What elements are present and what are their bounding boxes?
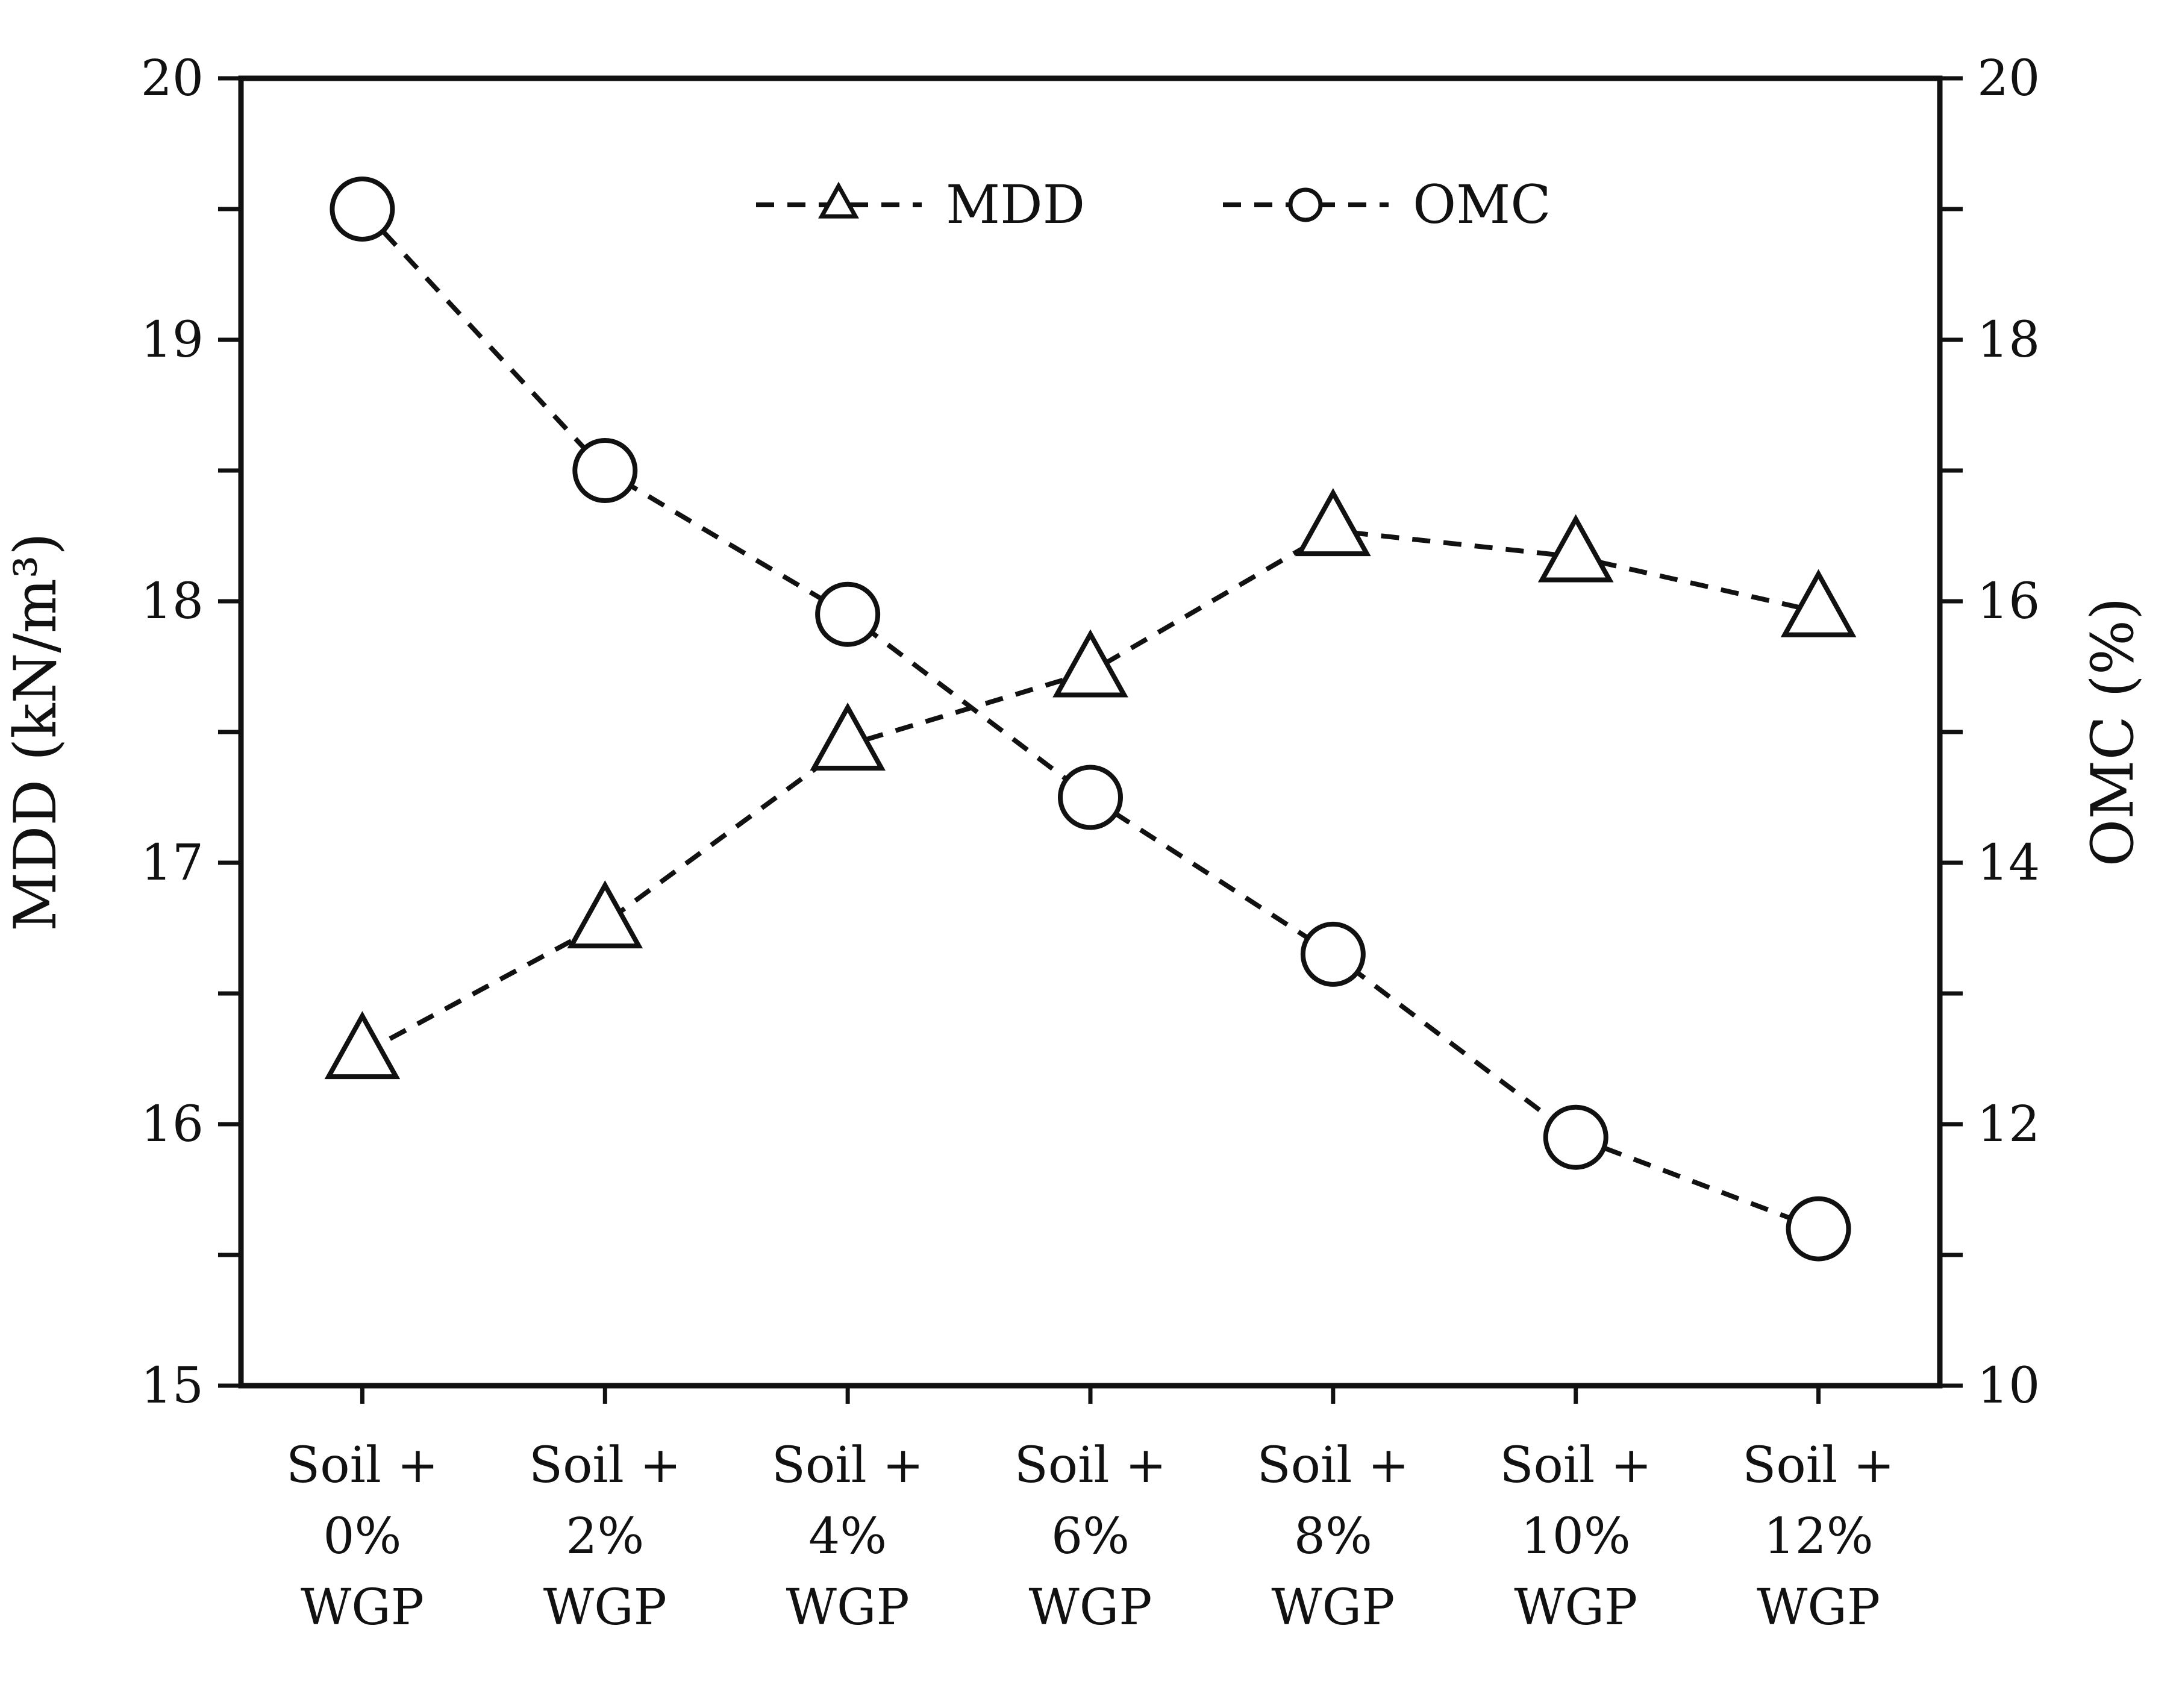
y2-tick-label: 14 [1977,834,2040,892]
y-tick-label: 18 [141,573,204,630]
mdd-point [567,880,643,949]
omc-point [1786,1196,1851,1262]
y2-axis-title: OMC (%) [2079,597,2146,866]
omc-point [572,438,638,503]
y2-tick-label: 12 [1977,1096,2040,1153]
y-axis-title: MDD (kN/m³) [2,533,69,931]
y2-tick-label: 18 [1977,311,2040,369]
y-tick-label: 15 [141,1357,204,1415]
series-mdd [324,488,1857,1080]
legend-label: OMC [1413,174,1551,236]
x-tick-label: Soil +12% WGP [1742,1437,1895,1636]
omc-point [330,177,395,242]
omc-point [1058,765,1123,830]
mdd-point [810,702,886,771]
x-tick-label: Soil +6% WGP [1014,1437,1167,1636]
legend: MDD OMC [756,174,1551,236]
legend-item-omc: OMC [1223,174,1551,236]
x-axis-ticks: Soil +0% WGP Soil +2% WGP Soil +4% WGP Soil +6… [286,1386,1895,1636]
legend-marker-circle [1288,187,1323,222]
series-omc [330,177,1851,1262]
legend-marker-triangle [818,181,859,219]
right-axis-ticks: 10 12 14 16 18 20 [1940,50,2040,1415]
legend-item-mdd: MDD [756,174,1085,236]
omc-point [815,581,881,647]
mdd-point [1780,569,1857,637]
x-tick-label: Soil +8% WGP [1257,1437,1409,1636]
left-axis-ticks: 15 16 17 18 19 20 [141,50,241,1415]
mdd-point [324,1011,401,1080]
y2-tick-label: 16 [1977,573,2040,630]
mdd-point [1052,629,1128,698]
series-layer [324,177,1857,1262]
y-tick-label: 19 [141,311,204,369]
mdd-point [1537,514,1614,583]
y-tick-label: 20 [141,50,204,107]
x-tick-label: Soil +2% WGP [529,1437,681,1636]
legend-label: MDD [946,174,1085,236]
y-tick-label: 16 [141,1096,204,1153]
y2-tick-label: 10 [1977,1357,2040,1415]
x-tick-label: Soil +0% WGP [286,1437,439,1636]
y-tick-label: 17 [141,834,204,892]
mdd-point [1295,488,1371,557]
omc-line [360,207,1819,1231]
plot-frame [238,75,1943,1389]
x-tick-label: Soil +4% WGP [772,1437,924,1636]
omc-point [1543,1104,1608,1170]
omc-point [1300,921,1366,987]
x-tick-label: Soil +10% WGP [1499,1437,1652,1636]
y2-tick-label: 20 [1977,50,2040,107]
